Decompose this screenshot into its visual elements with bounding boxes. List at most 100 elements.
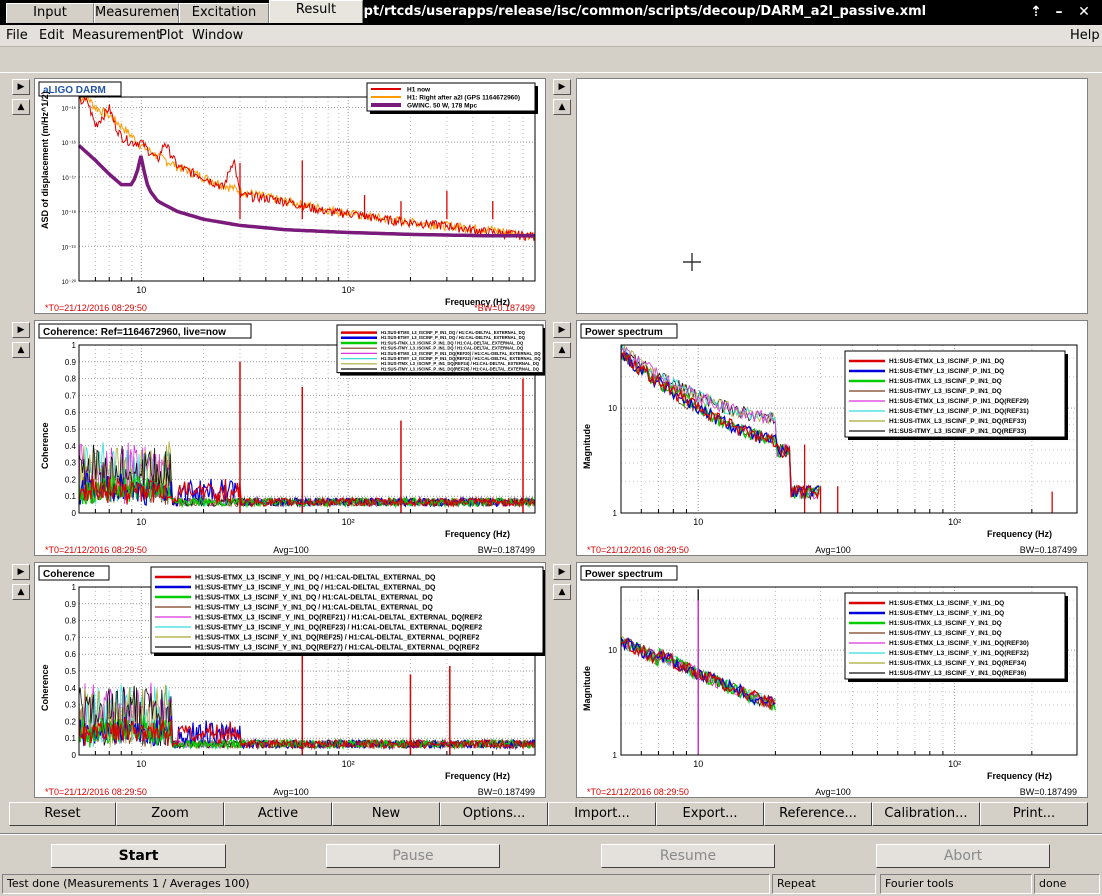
y-tick-label: 0.8 — [65, 617, 77, 626]
pad2-prev-button[interactable]: ▲ — [553, 99, 571, 115]
footer-avg: Avg=100 — [815, 787, 851, 797]
print-button[interactable]: Print... — [980, 802, 1088, 826]
tab-underline — [0, 72, 1102, 73]
legend-entry: H1:SUS-ETMX_L3_ISCINF_P_IN1_DQ(REF20) / … — [381, 351, 541, 356]
legend-entry: H1:SUS-ITMY_L3_ISCINF_Y_IN1_DQ — [889, 630, 1002, 637]
import-button[interactable]: Import... — [548, 802, 656, 826]
legend-entry: H1:SUS-ITMX_L3_ISCINF_Y_IN1_DQ — [889, 620, 1002, 627]
maximize-icon[interactable]: ⇡ — [1030, 4, 1042, 20]
start-button[interactable]: Start — [51, 844, 226, 868]
x-tick-label: 10 — [136, 285, 146, 295]
status-state: done — [1034, 874, 1100, 894]
pad-title-box — [38, 565, 110, 581]
pad4-next-button[interactable]: ▶ — [553, 322, 571, 338]
plot-pad-darm[interactable]: 10 10² 10⁻¹⁵ 10⁻¹⁶ 10⁻¹⁷ 10⁻¹⁸ 10⁻¹⁹ 10⁻²⁰ aLIGO… — [34, 78, 546, 314]
footer-bw: BW=0.187499 — [478, 545, 535, 555]
legend-entry: H1:SUS-ETMX_L3_ISCINF_P_IN1_DQ(REF29) — [889, 398, 1029, 405]
plot-pad-empty[interactable] — [576, 78, 1088, 314]
pad1-prev-button[interactable]: ▲ — [12, 99, 30, 115]
legend-box — [150, 566, 544, 654]
calibration-button[interactable]: Calibration... — [872, 802, 980, 826]
minimize-icon[interactable]: – — [1055, 4, 1063, 20]
y-tick-label: 1 — [72, 583, 77, 592]
power-spectrum-y-chart: 10 10² 10 1 Power spectrum Frequency (Hz) Magn… — [580, 565, 1078, 797]
legend-entry: H1:SUS-ETMY_L3_ISCINF_Y_IN1_DQ(REF23) / … — [195, 624, 482, 631]
x-axis-label: Frequency (Hz) — [445, 297, 510, 307]
legend-entry: H1:SUS-ITMX_L3_ISCINF_Y_IN1_DQ(REF34) — [889, 660, 1026, 667]
legend-entry: H1:SUS-ETMY_L3_ISCINF_Y_IN1_DQ — [889, 610, 1004, 617]
tab-input[interactable]: Input — [6, 3, 94, 23]
footer-t0: *T0=21/12/2016 08:29:50 — [45, 787, 147, 797]
pause-button[interactable]: Pause — [326, 844, 500, 868]
x-tick-label: 10 — [693, 517, 703, 527]
menu-edit[interactable]: Edit — [39, 28, 65, 43]
footer-bw: BW=0.187499 — [1020, 787, 1077, 797]
legend-entry: H1:SUS-ETMY_L3_ISCINF_P_IN1_DQ(REF22) / … — [381, 356, 541, 361]
legend-entry: H1:SUS-ITMY_L3_ISCINF_Y_IN1_DQ(REF36) — [889, 670, 1026, 677]
crosshair-cursor-icon — [683, 253, 701, 271]
spectrum-trace-3 — [620, 352, 820, 499]
pad3-next-button[interactable]: ▶ — [12, 322, 30, 338]
x-axis-label: Frequency (Hz) — [445, 529, 510, 539]
tab-result[interactable]: Result — [269, 0, 363, 23]
close-icon[interactable]: ✕ — [1078, 4, 1090, 20]
options-button[interactable]: Options... — [440, 802, 548, 826]
series-line-0 — [78, 96, 536, 242]
separator — [0, 833, 1102, 835]
pad4-prev-button[interactable]: ▲ — [553, 342, 571, 358]
x-tick-label: 10 — [136, 517, 146, 527]
y-axis-label: Coherence — [40, 664, 50, 711]
y-tick-label: 1 — [613, 509, 618, 518]
resume-button[interactable]: Resume — [601, 844, 775, 868]
tab-measurement[interactable]: Measurement — [94, 3, 184, 23]
new-button[interactable]: New — [332, 802, 440, 826]
y-tick-label: 1 — [72, 341, 77, 350]
legend-entry: H1:SUS-ETMY_L3_ISCINF_P_IN1_DQ / H1:CAL-… — [381, 335, 526, 340]
series-line-2 — [77, 144, 535, 238]
active-button[interactable]: Active — [224, 802, 332, 826]
legend-entry: H1:SUS-ITMY_L3_ISCINF_P_IN1_DQ — [889, 388, 1002, 395]
plot-pad-coherence-p[interactable]: 10 10² 1 0.9 0.8 0.7 0.6 0.5 0.4 0.3 0.2 0.1 0 Cohere… — [34, 320, 546, 556]
pad-title: Power spectrum — [585, 569, 663, 580]
tab-excitation[interactable]: Excitation — [179, 3, 269, 23]
y-tick-label: 0.8 — [65, 375, 77, 384]
pad6-prev-button[interactable]: ▲ — [553, 584, 571, 600]
pad-title: Coherence: Ref=1164672960, live=now — [43, 327, 226, 338]
legend-entry: H1:SUS-ETMY_L3_ISCINF_P_IN1_DQ — [889, 368, 1004, 375]
pad3-prev-button[interactable]: ▲ — [12, 342, 30, 358]
reference-button[interactable]: Reference... — [764, 802, 872, 826]
plot-pad-power-y[interactable]: 10 10² 10 1 Power spectrum Frequency (Hz) Magn… — [576, 562, 1088, 798]
pad2-next-button[interactable]: ▶ — [553, 79, 571, 95]
menu-file[interactable]: File — [6, 28, 28, 43]
pad6-next-button[interactable]: ▶ — [553, 564, 571, 580]
pad5-prev-button[interactable]: ▲ — [12, 584, 30, 600]
menu-measurement[interactable]: Measurement — [72, 28, 162, 43]
y-tick-label: 0 — [72, 751, 77, 760]
legend-entry: H1:SUS-ITMX_L3_ISCINF_P_IN1_DQ — [889, 378, 1002, 385]
y-tick-label: 0.3 — [65, 459, 77, 468]
menu-window[interactable]: Window — [192, 28, 244, 43]
status-message: Test done (Measurements 1 / Averages 100… — [2, 874, 770, 894]
menu-help[interactable]: Help — [1070, 28, 1100, 43]
abort-button[interactable]: Abort — [876, 844, 1050, 868]
y-tick-label: 0.3 — [65, 701, 77, 710]
power-spectrum-p-chart: 10 10² 10 1 Power spectrum Frequency (Hz) Magn… — [580, 323, 1078, 555]
zoom-button[interactable]: Zoom — [116, 802, 224, 826]
y-tick-label: 0 — [72, 509, 77, 518]
y-tick-label: 10⁻¹⁹ — [62, 244, 77, 251]
pad1-next-button[interactable]: ▶ — [12, 79, 30, 95]
export-button[interactable]: Export... — [656, 802, 764, 826]
series-line-1 — [78, 96, 536, 241]
plot-pad-coherence-y[interactable]: 10 10² 1 0.9 0.8 0.7 0.6 0.5 0.4 0.3 0.2 0.1 0 Cohere… — [34, 562, 546, 798]
x-axis-label: Frequency (Hz) — [987, 771, 1052, 781]
plot-pad-power-p[interactable]: 10 10² 10 1 Power spectrum Frequency (Hz) Magn… — [576, 320, 1088, 556]
y-tick-label: 0.5 — [65, 425, 77, 434]
legend-entry: H1:SUS-ITMX_L3_ISCINF_Y_IN1_DQ / H1:CAL-… — [195, 594, 433, 601]
y-axis-label: ASD of displacement (m/Hz^1/2) — [40, 91, 50, 229]
legend-entry: H1:SUS-ETMX_L3_ISCINF_Y_IN1_DQ — [889, 600, 1004, 607]
menu-plot[interactable]: Plot — [159, 28, 184, 43]
legend-entry: GWINC. 50 W, 178 Mpc — [407, 103, 477, 110]
reset-button[interactable]: Reset — [9, 802, 116, 826]
y-tick-label: 0.1 — [65, 734, 77, 743]
pad5-next-button[interactable]: ▶ — [12, 564, 30, 580]
